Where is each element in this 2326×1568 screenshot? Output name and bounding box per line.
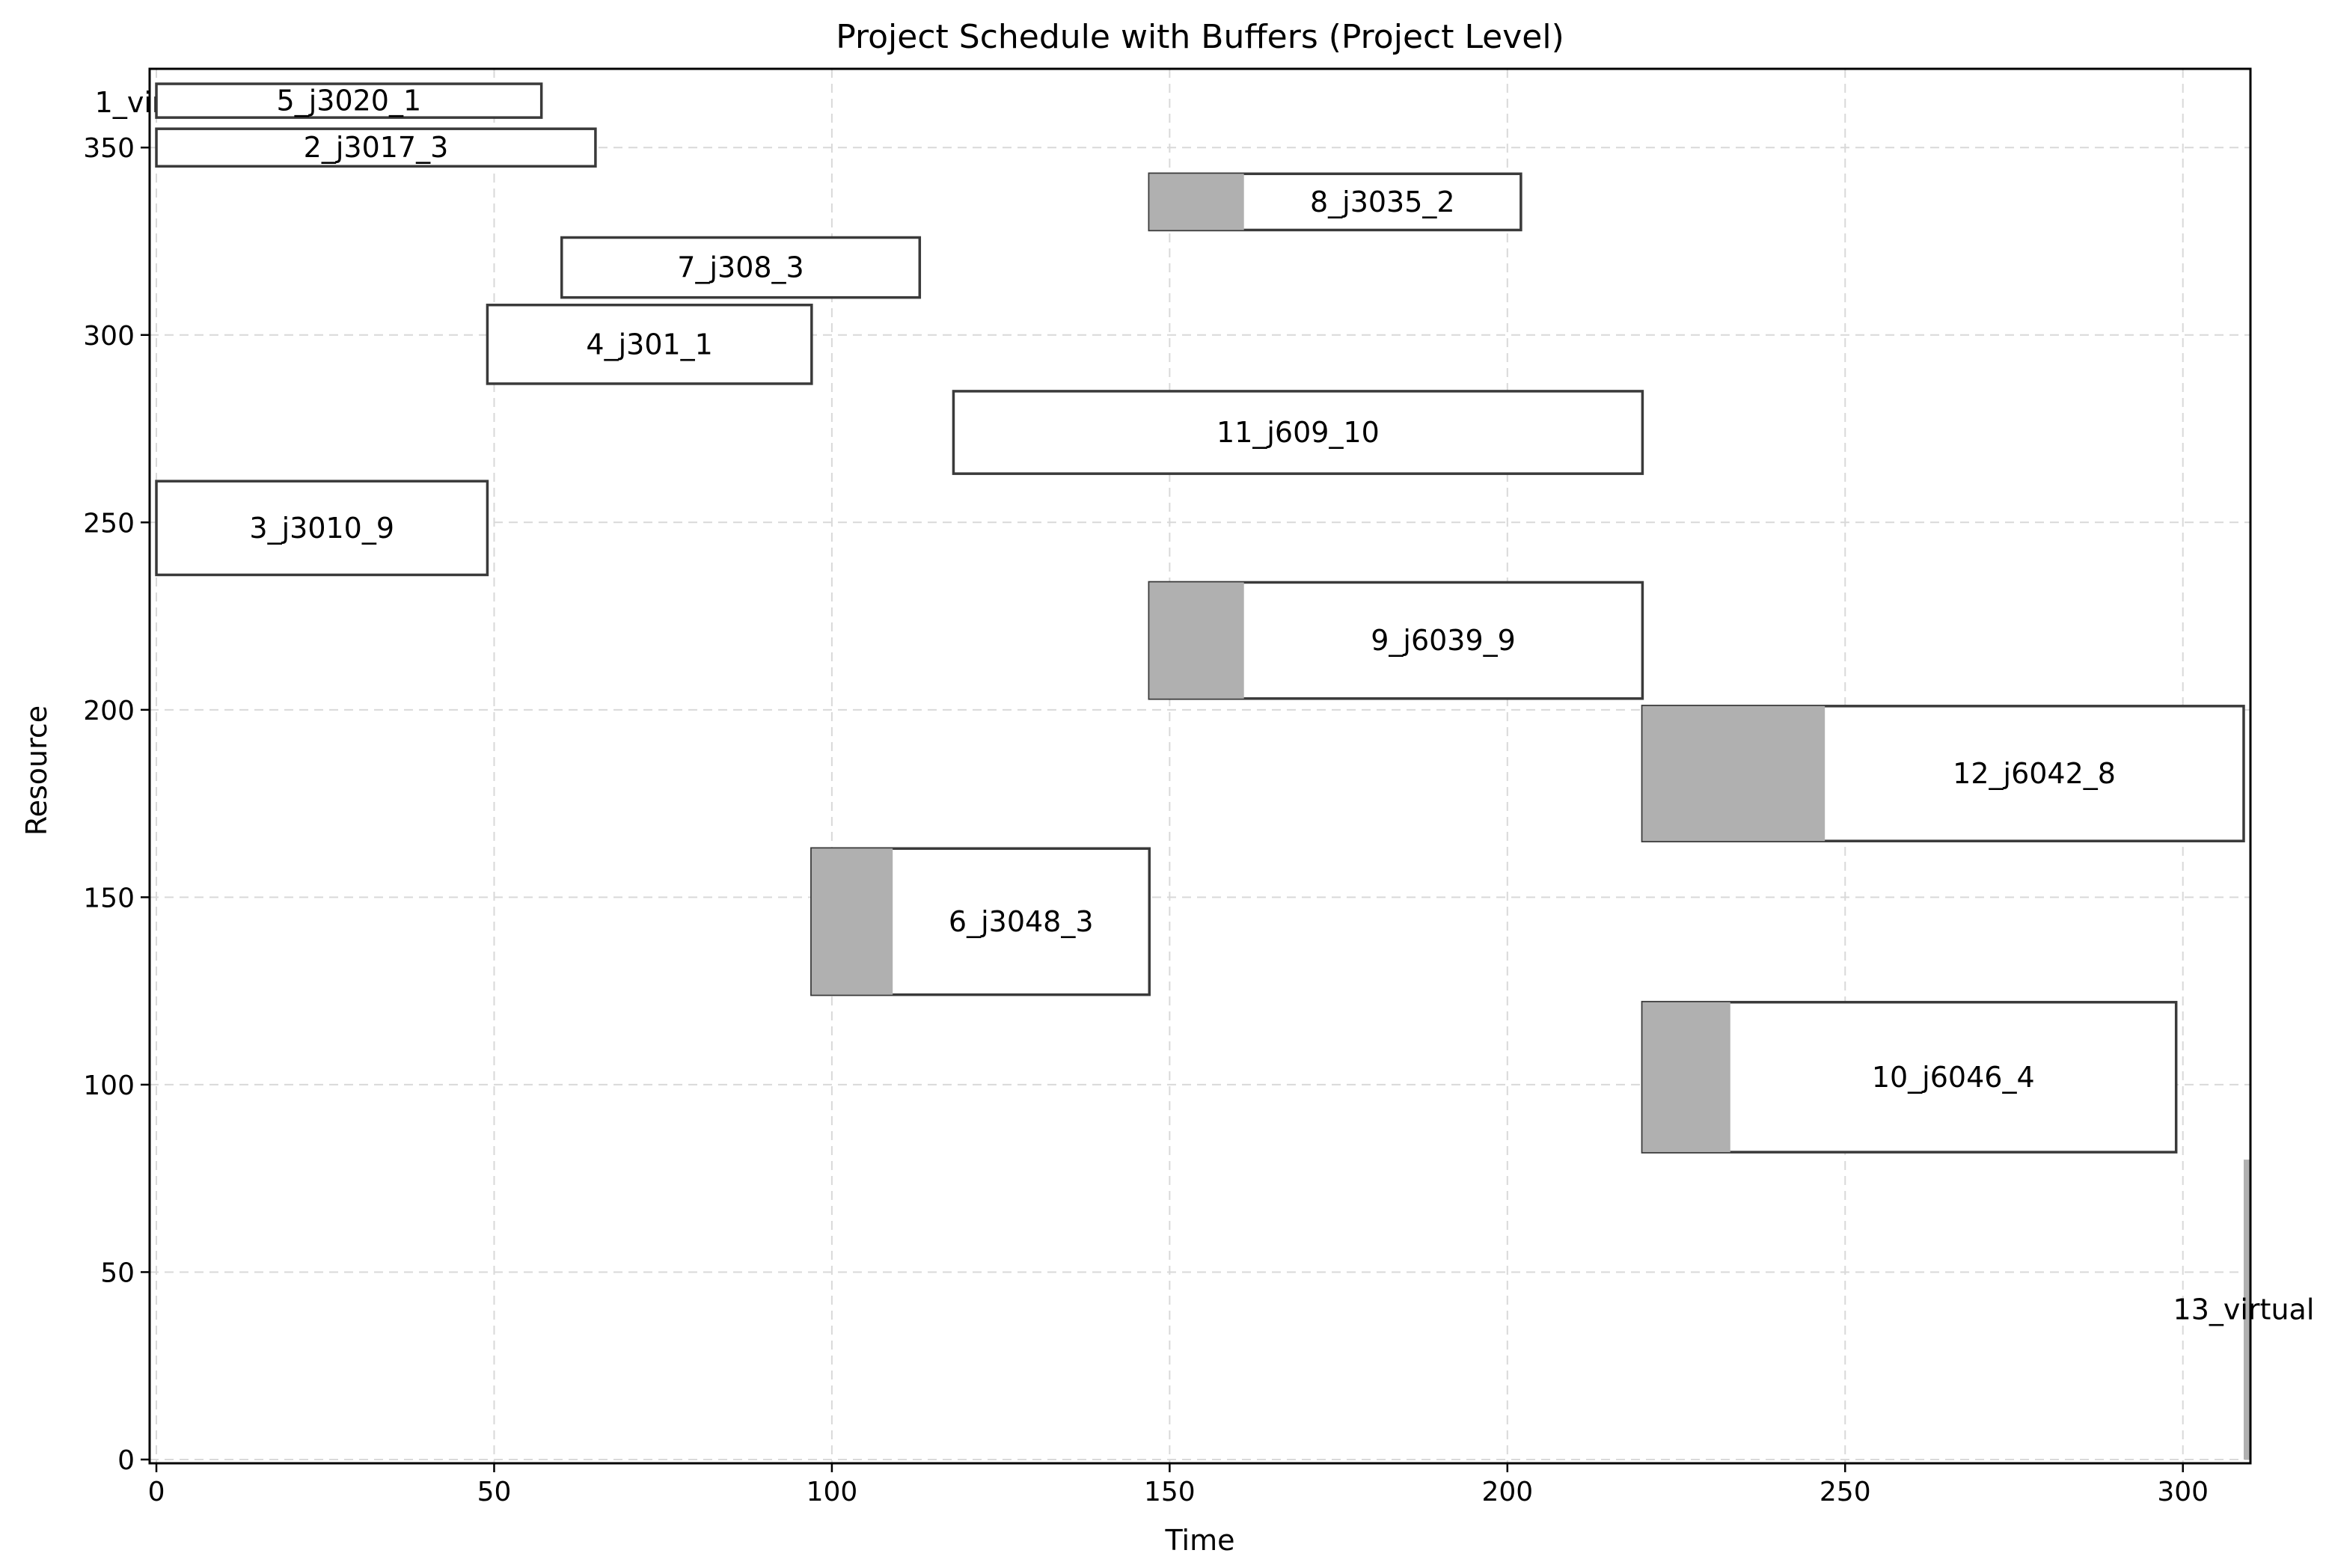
task-label: 5_j3020_1 xyxy=(277,85,422,117)
task-bar: 4_j301_1 xyxy=(486,303,813,385)
buffer-rect xyxy=(2243,1160,2250,1460)
y-axis-label: Resource xyxy=(20,705,53,836)
buffer-rect xyxy=(811,848,893,995)
task-rect xyxy=(486,303,813,385)
task-label: 6_j3048_3 xyxy=(949,905,1094,938)
task-bar: 6_j3048_3 xyxy=(810,847,1151,996)
x-tick-label: 50 xyxy=(477,1477,512,1507)
y-tick-label: 200 xyxy=(83,696,135,726)
task-bar: 8_j3035_2 xyxy=(1148,172,1522,232)
task-label: 4_j301_1 xyxy=(586,328,712,361)
task-bar: 2_j3017_3 xyxy=(155,127,597,168)
task-label: 9_j6039_9 xyxy=(1371,624,1516,657)
buffer-rect xyxy=(1642,705,1825,842)
y-tick-label: 0 xyxy=(117,1445,135,1476)
y-tick-label: 150 xyxy=(83,883,135,913)
task-bar: 5_j3020_1 xyxy=(155,82,543,119)
task-layer: 1_virtual5_j3020_12_j3017_38_j3035_27_j3… xyxy=(95,82,2315,1460)
task-label: 13_virtual xyxy=(2173,1293,2315,1326)
task-bar: 12_j6042_8 xyxy=(1641,705,2245,842)
tick-layer: 0 50 100 150 200 250 300 0 50 100 150 200 250 300 350 xyxy=(83,133,2209,1507)
task-bar: 13_virtual xyxy=(2173,1160,2315,1460)
task-label: 2_j3017_3 xyxy=(304,131,449,164)
task-label: 3_j3010_9 xyxy=(249,512,394,545)
task-bar: 7_j308_3 xyxy=(560,236,922,299)
task-rect xyxy=(560,236,922,299)
y-tick-label: 50 xyxy=(100,1258,135,1288)
task-rect xyxy=(155,127,597,168)
y-tick-label: 100 xyxy=(83,1071,135,1101)
x-tick-label: 150 xyxy=(1144,1477,1196,1507)
x-tick-label: 200 xyxy=(1481,1477,1533,1507)
task-label: 10_j6046_4 xyxy=(1872,1061,2035,1094)
x-tick-label: 250 xyxy=(1820,1477,1871,1507)
task-label: 12_j6042_8 xyxy=(1953,757,2116,790)
buffer-rect xyxy=(1642,1002,1730,1153)
task-rect xyxy=(952,390,1644,475)
task-bar: 3_j3010_9 xyxy=(155,480,489,577)
task-label: 11_j609_10 xyxy=(1216,416,1380,449)
task-bar: 10_j6046_4 xyxy=(1641,1000,2178,1154)
buffer-rect xyxy=(1149,582,1244,699)
plot-frame xyxy=(148,67,2252,1465)
x-tick-label: 0 xyxy=(148,1477,165,1507)
y-tick-label: 300 xyxy=(83,321,135,352)
buffer-rect xyxy=(1149,174,1244,230)
task-bar: 9_j6039_9 xyxy=(1148,581,1644,700)
task-label: 8_j3035_2 xyxy=(1310,186,1455,218)
task-label: 7_j308_3 xyxy=(677,251,804,284)
x-axis-label: Time xyxy=(1165,1524,1235,1557)
task-bar: 11_j609_10 xyxy=(952,390,1644,475)
task-rect xyxy=(155,82,543,119)
x-tick-label: 100 xyxy=(807,1477,858,1507)
task-rect xyxy=(1641,1000,2178,1154)
x-tick-label: 300 xyxy=(2157,1477,2209,1507)
chart-title: Project Schedule with Buffers (Project L… xyxy=(836,18,1564,56)
y-tick-label: 250 xyxy=(83,508,135,539)
y-tick-label: 350 xyxy=(83,133,135,164)
task-rect xyxy=(155,480,489,577)
